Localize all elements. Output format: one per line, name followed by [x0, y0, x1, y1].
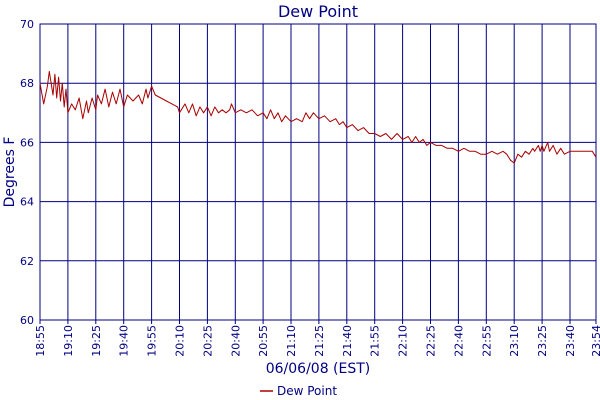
x-tick-label: 19:55: [146, 325, 159, 357]
series-layer: [39, 70, 597, 164]
x-tick-label: 20:25: [201, 325, 214, 357]
y-tick-label: 60: [20, 314, 34, 327]
y-tick-label: 64: [20, 196, 34, 209]
x-tick-label: 23:40: [564, 325, 577, 357]
x-tick-label: 22:40: [452, 325, 465, 357]
x-tick-label: 23:25: [536, 325, 549, 357]
series-line-dew-point: [39, 70, 597, 164]
x-tick-labels: 18:55 19:10 19:25 19:40 19:55 20:10 20:25 20:40…: [34, 320, 600, 357]
x-tick-label: 21:10: [285, 325, 298, 357]
x-axis-label: 06/06/08 (EST): [266, 361, 371, 377]
x-tick-label: 20:40: [229, 325, 242, 357]
x-tick-label: 21:55: [369, 325, 382, 357]
x-tick-label: 22:55: [480, 325, 493, 357]
x-tick-label: 23:54: [590, 325, 600, 357]
chart-title: Dew Point: [278, 2, 358, 21]
x-tick-label: 20:55: [257, 325, 270, 357]
plot-frame: [39, 23, 597, 321]
x-tick-label: 18:55: [34, 325, 47, 357]
x-tick-label: 23:10: [508, 325, 521, 357]
x-tick-label: 19:10: [62, 325, 75, 357]
legend: Dew Point: [260, 384, 337, 398]
x-tick-label: 21:25: [313, 325, 326, 357]
y-axis-label: Degrees F: [2, 137, 18, 208]
x-tick-label: 19:25: [90, 325, 103, 357]
grid-lines: [39, 23, 597, 321]
x-tick-label: 19:40: [118, 325, 131, 357]
legend-label: Dew Point: [277, 384, 337, 398]
x-tick-label: 21:40: [341, 325, 354, 357]
y-tick-label: 66: [20, 136, 34, 149]
x-tick-label: 22:25: [425, 325, 438, 357]
y-tick-label: 62: [20, 255, 34, 268]
y-tick-label: 70: [20, 18, 34, 31]
x-tick-label: 20:10: [174, 325, 187, 357]
y-tick-label: 68: [20, 77, 34, 90]
x-tick-label: 22:10: [397, 325, 410, 357]
y-tick-labels: 60 62 64 66 68 70: [20, 18, 34, 327]
